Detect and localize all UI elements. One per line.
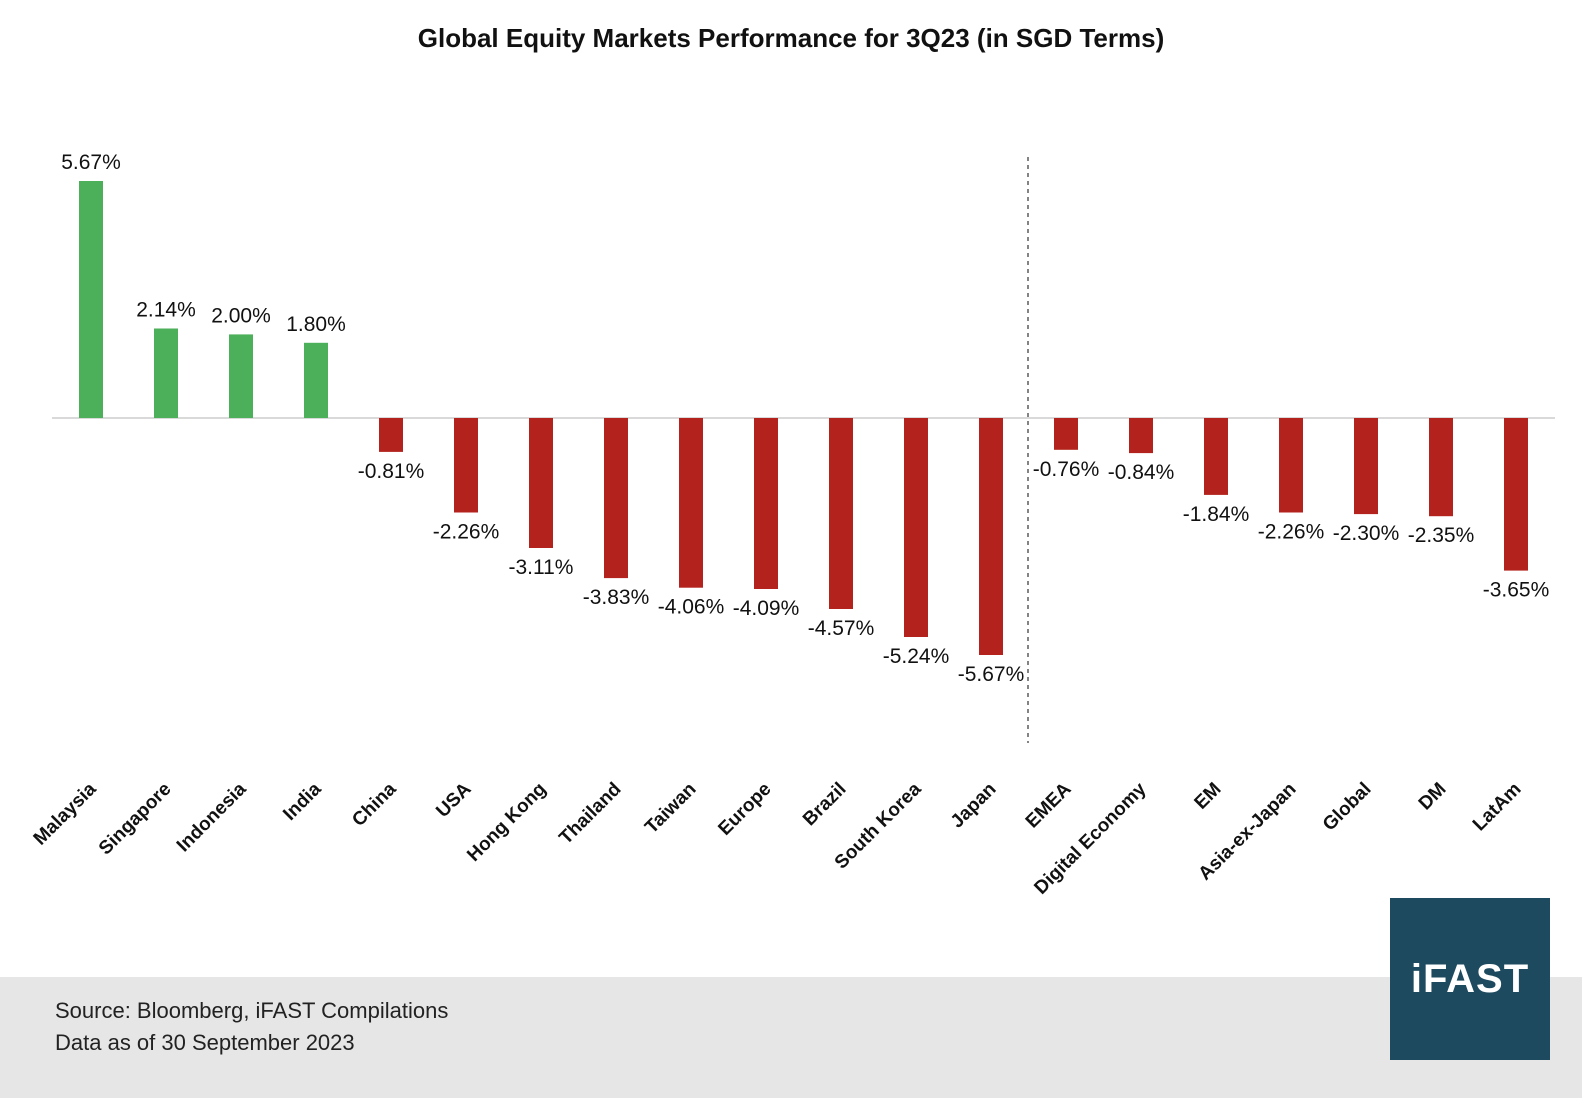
category-tick-label: USA bbox=[432, 778, 475, 821]
category-tick-label: DM bbox=[1415, 779, 1451, 815]
bar bbox=[1279, 418, 1303, 513]
data-label: -0.84% bbox=[1108, 461, 1175, 484]
logo-text: iFAST bbox=[1410, 956, 1530, 1001]
data-label: -1.84% bbox=[1183, 503, 1250, 526]
category-tick-label: EMEA bbox=[1022, 778, 1076, 832]
data-label: -0.76% bbox=[1033, 458, 1100, 481]
bar bbox=[1054, 418, 1078, 450]
category-tick-label: Global bbox=[1319, 779, 1376, 836]
category-tick-label: China bbox=[348, 778, 400, 830]
bar bbox=[1204, 418, 1228, 495]
data-label: -0.81% bbox=[358, 460, 425, 483]
category-tick-label: Japan bbox=[947, 779, 1001, 833]
source-note: Source: Bloomberg, iFAST Compilations bbox=[55, 998, 449, 1023]
category-tick-label: Europe bbox=[714, 779, 775, 840]
ifast-logo: iFAST bbox=[1390, 898, 1550, 1060]
data-label: -5.24% bbox=[883, 645, 950, 668]
category-tick-label: LatAm bbox=[1469, 779, 1526, 836]
category-tick-label: Malaysia bbox=[30, 778, 101, 849]
bar bbox=[1429, 418, 1453, 517]
bar bbox=[379, 418, 403, 452]
data-label: -2.35% bbox=[1408, 524, 1475, 547]
footer-band: Source: Bloomberg, iFAST Compilations Da… bbox=[0, 977, 1582, 1098]
category-tick-label: Brazil bbox=[799, 779, 850, 830]
category-tick-label: Singapore bbox=[95, 779, 176, 860]
data-label: -2.26% bbox=[1258, 521, 1325, 544]
bar bbox=[679, 418, 703, 588]
bar bbox=[229, 334, 253, 418]
category-tick-label: Thailand bbox=[555, 779, 625, 849]
data-label: 2.14% bbox=[136, 299, 196, 322]
data-label: -3.83% bbox=[583, 586, 650, 609]
category-tick-label: Taiwan bbox=[641, 779, 700, 838]
bar-series bbox=[79, 181, 1528, 655]
category-tick-label: India bbox=[279, 778, 326, 825]
data-label: -2.26% bbox=[433, 521, 500, 544]
chart-title: Global Equity Markets Performance for 3Q… bbox=[418, 23, 1165, 53]
bar bbox=[904, 418, 928, 637]
bar bbox=[1129, 418, 1153, 454]
data-label: -2.30% bbox=[1333, 522, 1400, 545]
bar bbox=[1354, 418, 1378, 515]
data-label: 2.00% bbox=[211, 304, 271, 327]
bar bbox=[79, 181, 103, 418]
date-note: Data as of 30 September 2023 bbox=[55, 1030, 355, 1055]
data-label: -4.57% bbox=[808, 617, 875, 640]
chart-area: Global Equity Markets Performance for 3Q… bbox=[30, 23, 1555, 899]
bar bbox=[979, 418, 1003, 655]
category-tick-label: EM bbox=[1191, 779, 1226, 814]
bar bbox=[754, 418, 778, 589]
bar bbox=[1504, 418, 1528, 571]
data-label: -4.06% bbox=[658, 596, 725, 619]
category-tick-label: Hong Kong bbox=[463, 779, 550, 866]
category-tick-label: Indonesia bbox=[173, 778, 251, 856]
bar bbox=[304, 342, 328, 418]
bar bbox=[154, 328, 178, 418]
bar bbox=[829, 418, 853, 609]
data-labels: 5.67% 2.14% 2.00% 1.80% -0.81% -2.26% -3.11% -3… bbox=[61, 151, 1549, 686]
data-label: 1.80% bbox=[286, 313, 346, 336]
data-label: 5.67% bbox=[61, 151, 121, 174]
data-label: -3.65% bbox=[1483, 579, 1550, 602]
data-label: -5.67% bbox=[958, 663, 1025, 686]
data-label: -4.09% bbox=[733, 597, 800, 620]
bar bbox=[454, 418, 478, 513]
bar bbox=[604, 418, 628, 579]
data-label: -3.11% bbox=[509, 556, 574, 579]
bar bbox=[529, 418, 553, 548]
